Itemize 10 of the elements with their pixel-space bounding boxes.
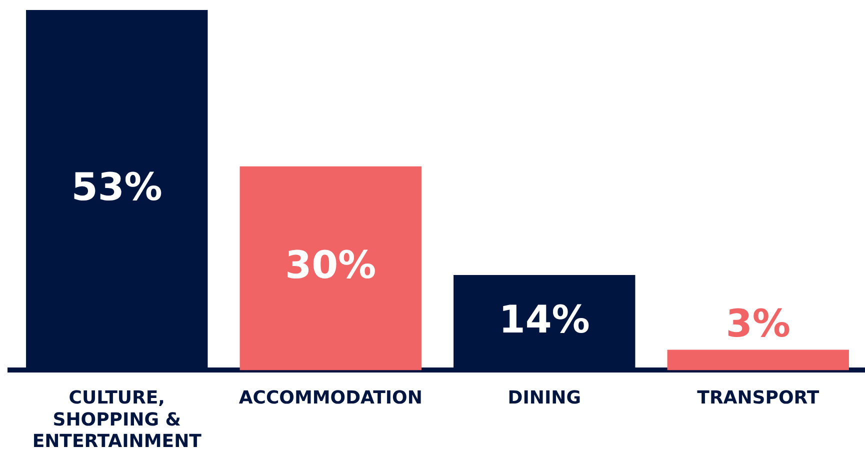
data-label: 3% <box>726 302 790 346</box>
x-tick-label: CULTURE, SHOPPING & ENTERTAINMENT <box>32 388 202 452</box>
x-tick-label: TRANSPORT <box>697 388 820 409</box>
data-label: 30% <box>285 243 376 288</box>
x-tick-label: ACCOMMODATION <box>238 388 422 409</box>
bar <box>240 166 422 370</box>
x-tick-label: DINING <box>508 388 581 409</box>
data-label: 53% <box>71 164 162 209</box>
bar <box>667 350 849 370</box>
data-label: 14% <box>498 298 590 342</box>
